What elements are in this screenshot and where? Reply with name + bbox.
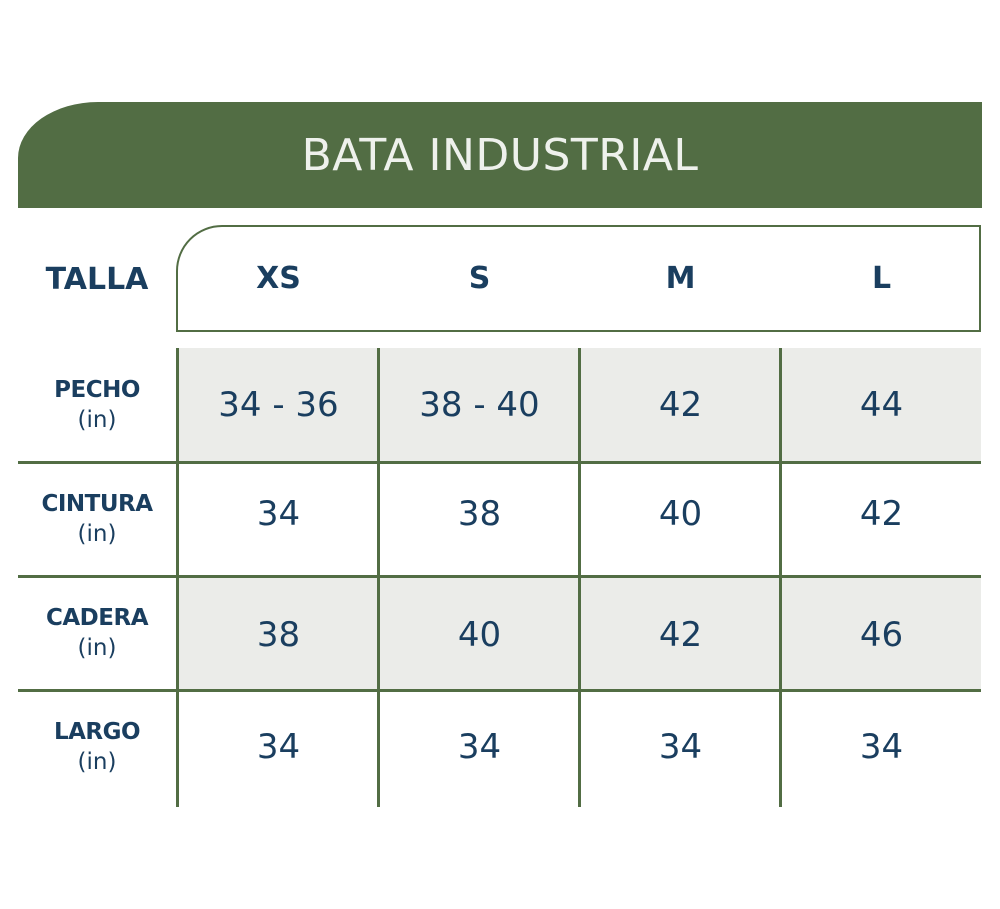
cell-largo-xs: 34 [256, 727, 301, 767]
row-label-cadera: CADERA (in) [18, 576, 176, 690]
row-name: CINTURA [41, 491, 153, 517]
cell-cadera-l: 46 [859, 615, 904, 655]
cell-pecho-s: 38 - 40 [419, 385, 540, 425]
row-unit: (in) [77, 635, 117, 661]
size-header-xs: XS [256, 261, 301, 296]
cell-cintura-m: 40 [658, 494, 703, 534]
cell-largo-m: 34 [658, 727, 703, 767]
row-name: CADERA [46, 605, 149, 631]
row-name: LARGO [53, 719, 141, 745]
size-header-frame [176, 225, 981, 332]
row-unit: (in) [77, 749, 117, 775]
column-divider [377, 348, 380, 807]
row-divider [18, 575, 981, 578]
row-label-cintura: CINTURA (in) [18, 462, 176, 576]
row-name: PECHO [54, 377, 140, 403]
column-divider [578, 348, 581, 807]
cell-pecho-xs: 34 - 36 [218, 385, 339, 425]
size-header-m: M [665, 261, 696, 296]
cell-cadera-xs: 38 [256, 615, 301, 655]
row-divider [18, 461, 981, 464]
row-label-largo: LARGO (in) [18, 690, 176, 804]
row-label-pecho: PECHO (in) [18, 348, 176, 462]
cell-cintura-l: 42 [859, 494, 904, 534]
cell-cadera-s: 40 [457, 615, 502, 655]
size-label: TALLA [45, 261, 149, 297]
cell-pecho-l: 44 [859, 385, 904, 425]
column-divider [779, 348, 782, 807]
cell-pecho-m: 42 [658, 385, 703, 425]
row-divider [18, 689, 981, 692]
row-unit: (in) [77, 407, 117, 433]
table-title: BATA INDUSTRIAL [301, 129, 699, 181]
title-banner: BATA INDUSTRIAL [18, 102, 982, 208]
size-header-s: S [468, 261, 491, 296]
cell-largo-s: 34 [457, 727, 502, 767]
cell-largo-l: 34 [859, 727, 904, 767]
cell-cintura-s: 38 [457, 494, 502, 534]
row-unit: (in) [77, 521, 117, 547]
cell-cadera-m: 42 [658, 615, 703, 655]
size-header-l: L [871, 261, 892, 296]
column-divider [176, 348, 179, 807]
cell-cintura-xs: 34 [256, 494, 301, 534]
